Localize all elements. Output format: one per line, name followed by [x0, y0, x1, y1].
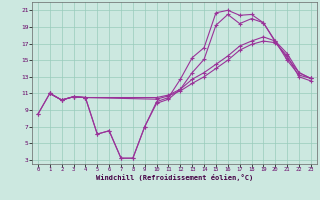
X-axis label: Windchill (Refroidissement éolien,°C): Windchill (Refroidissement éolien,°C)	[96, 174, 253, 181]
